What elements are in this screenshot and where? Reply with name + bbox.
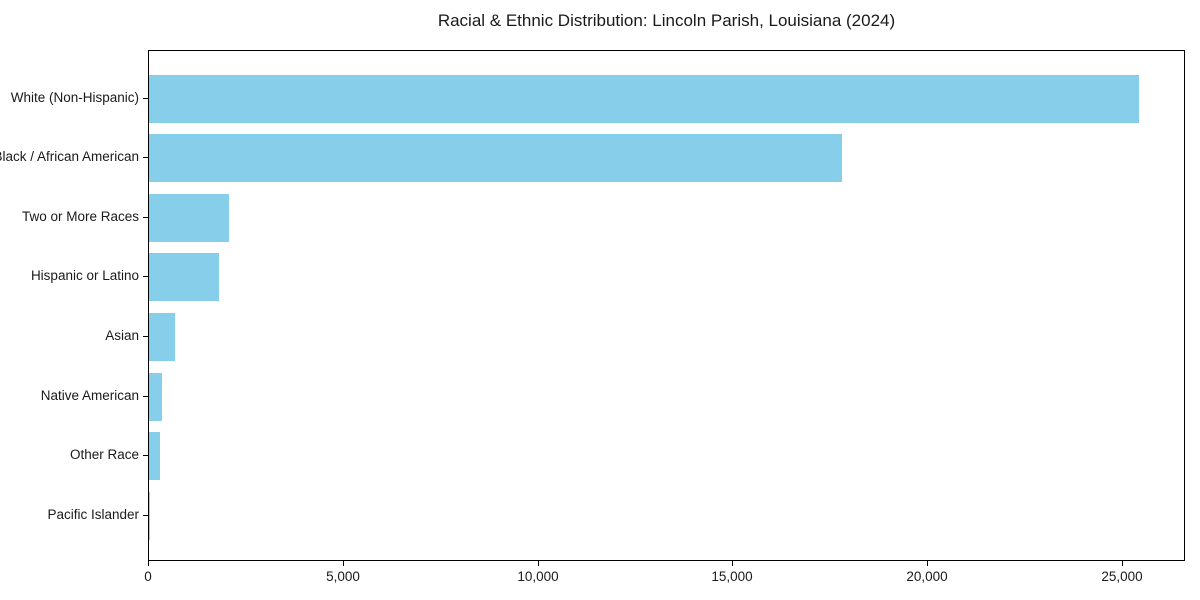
y-axis-label: Two or More Races xyxy=(21,209,139,224)
y-tick-mark xyxy=(143,515,148,516)
y-axis-label: Pacific Islander xyxy=(47,507,139,522)
bar xyxy=(149,432,160,481)
y-tick-mark xyxy=(143,455,148,456)
x-tick-mark xyxy=(538,561,539,566)
x-tick-label: 15,000 xyxy=(711,569,753,584)
bar xyxy=(149,491,150,540)
bar xyxy=(149,372,162,421)
y-axis-label: Other Race xyxy=(69,447,139,462)
x-tick-mark xyxy=(148,561,149,566)
x-tick-label: 25,000 xyxy=(1101,569,1143,584)
y-axis-label: Black / African American xyxy=(0,149,139,164)
y-tick-mark xyxy=(143,98,148,99)
plot-area xyxy=(148,50,1185,561)
y-axis-label: Asian xyxy=(105,328,139,343)
x-tick-label: 0 xyxy=(144,569,152,584)
y-tick-mark xyxy=(143,217,148,218)
y-tick-mark xyxy=(143,396,148,397)
x-tick-mark xyxy=(732,561,733,566)
bar xyxy=(149,193,229,242)
x-tick-mark xyxy=(927,561,928,566)
bar xyxy=(149,134,842,183)
y-tick-mark xyxy=(143,336,148,337)
x-tick-label: 10,000 xyxy=(517,569,559,584)
y-axis-label: Native American xyxy=(40,388,139,403)
chart-title: Racial & Ethnic Distribution: Lincoln Pa… xyxy=(437,11,896,30)
bar xyxy=(149,312,175,361)
y-tick-mark xyxy=(143,276,148,277)
x-tick-label: 5,000 xyxy=(326,569,360,584)
y-tick-mark xyxy=(143,157,148,158)
x-tick-label: 20,000 xyxy=(906,569,948,584)
x-tick-mark xyxy=(1122,561,1123,566)
bar xyxy=(149,253,219,302)
x-tick-mark xyxy=(343,561,344,566)
y-axis-label: White (Non-Hispanic) xyxy=(10,90,139,105)
bar xyxy=(149,74,1139,123)
y-axis-label: Hispanic or Latino xyxy=(30,268,139,283)
